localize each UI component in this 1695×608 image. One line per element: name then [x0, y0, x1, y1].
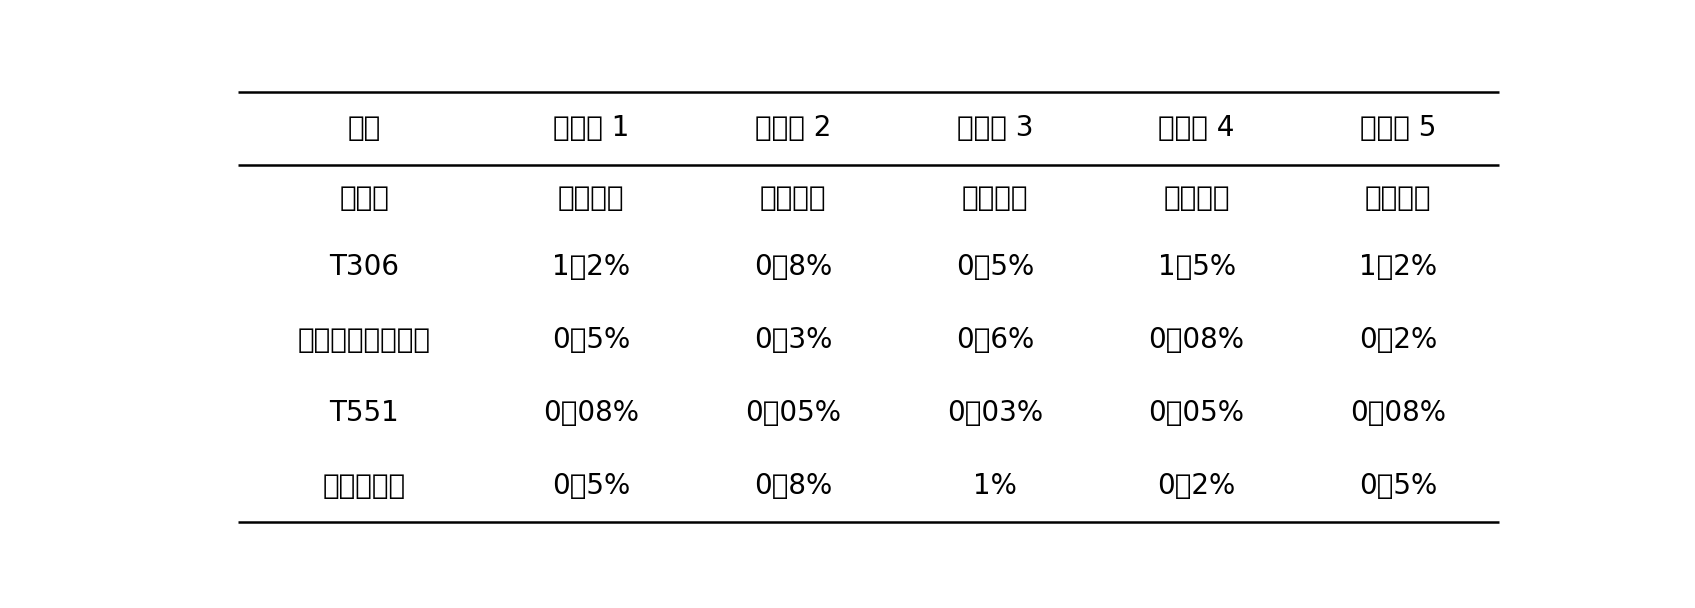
Text: 0．08%: 0．08%	[1149, 326, 1244, 354]
Text: 实施例 3: 实施例 3	[956, 114, 1032, 142]
Text: 环氧大豆油: 环氧大豆油	[322, 472, 405, 500]
Text: T306: T306	[329, 253, 400, 281]
Text: 1%: 1%	[973, 472, 1017, 500]
Text: 多元醇酯: 多元醇酯	[759, 184, 825, 212]
Text: 0．5%: 0．5%	[1359, 472, 1437, 500]
Text: T551: T551	[329, 399, 398, 427]
Text: 实施例 1: 实施例 1	[553, 114, 629, 142]
Text: 1．2%: 1．2%	[553, 253, 631, 281]
Text: 0．03%: 0．03%	[948, 399, 1042, 427]
Text: 实施例 5: 实施例 5	[1359, 114, 1437, 142]
Text: 0．08%: 0．08%	[1351, 399, 1446, 427]
Text: 0．8%: 0．8%	[754, 472, 832, 500]
Text: 0．2%: 0．2%	[1158, 472, 1236, 500]
Text: 组分: 组分	[347, 114, 381, 142]
Text: 实施例 2: 实施例 2	[754, 114, 831, 142]
Text: 0．2%: 0．2%	[1359, 326, 1437, 354]
Text: 0．05%: 0．05%	[1149, 399, 1244, 427]
Text: 多元醇酯: 多元醇酯	[558, 184, 624, 212]
Text: 1．2%: 1．2%	[1359, 253, 1437, 281]
Text: 0．3%: 0．3%	[754, 326, 832, 354]
Text: 半受阔酚型抗氧剂: 半受阔酚型抗氧剂	[298, 326, 431, 354]
Text: 0．05%: 0．05%	[746, 399, 841, 427]
Text: 0．6%: 0．6%	[956, 326, 1034, 354]
Text: 0．5%: 0．5%	[553, 472, 631, 500]
Text: 0．8%: 0．8%	[754, 253, 832, 281]
Text: 0．5%: 0．5%	[553, 326, 631, 354]
Text: 多元醇酯: 多元醇酯	[1364, 184, 1432, 212]
Text: 0．08%: 0．08%	[544, 399, 639, 427]
Text: 1．5%: 1．5%	[1158, 253, 1236, 281]
Text: 多元醇酯: 多元醇酯	[1163, 184, 1231, 212]
Text: 基础油: 基础油	[339, 184, 390, 212]
Text: 0．5%: 0．5%	[956, 253, 1034, 281]
Text: 实施例 4: 实施例 4	[1158, 114, 1234, 142]
Text: 多元醇酯: 多元醇酯	[961, 184, 1029, 212]
